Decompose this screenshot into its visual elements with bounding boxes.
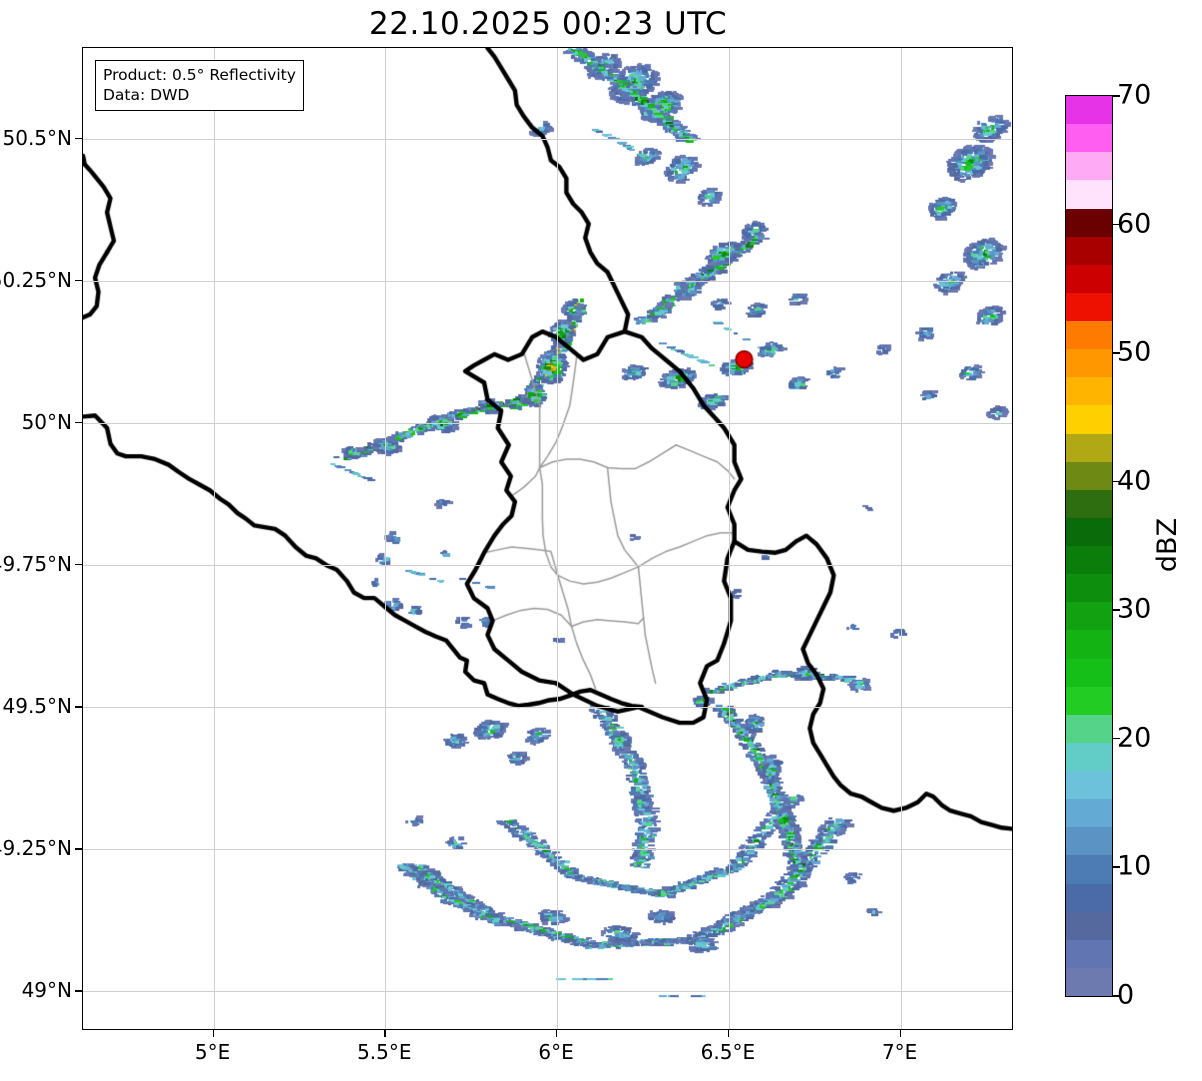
lat-tick-mark bbox=[75, 848, 82, 850]
colorbar-tick-mark bbox=[1112, 352, 1120, 354]
colorbar-band bbox=[1066, 686, 1112, 715]
gridline-lat bbox=[83, 991, 1012, 993]
lat-tick-mark bbox=[75, 706, 82, 708]
colorbar-band bbox=[1066, 799, 1112, 828]
colorbar-band bbox=[1066, 349, 1112, 378]
colorbar[interactable] bbox=[1065, 95, 1113, 997]
colorbar-band bbox=[1066, 546, 1112, 575]
colorbar-tick-mark bbox=[1112, 866, 1120, 869]
colorbar-band bbox=[1066, 405, 1112, 434]
colorbar-tick-label: 60 bbox=[1117, 208, 1152, 240]
colorbar-band bbox=[1066, 658, 1112, 687]
gridline-lat bbox=[83, 565, 1012, 567]
colorbar-band bbox=[1066, 602, 1112, 631]
gridline-lat bbox=[83, 707, 1012, 709]
colorbar-band bbox=[1066, 433, 1112, 462]
colorbar-tick-mark bbox=[1112, 995, 1120, 997]
colorbar-band bbox=[1066, 967, 1112, 996]
lon-tick-label: 6°E bbox=[538, 1040, 574, 1064]
colorbar-band bbox=[1066, 771, 1112, 800]
colorbar-band bbox=[1066, 855, 1112, 884]
lat-tick-mark bbox=[75, 990, 82, 992]
colorbar-tick-label: 20 bbox=[1117, 722, 1152, 754]
colorbar-band bbox=[1066, 714, 1112, 743]
colorbar-tick-label: 70 bbox=[1117, 79, 1152, 111]
colorbar-band bbox=[1066, 264, 1112, 293]
colorbar-label: dBZ bbox=[1152, 517, 1183, 573]
lat-tick-label: 50.5°N bbox=[2, 125, 73, 150]
lon-tick-label: 5°E bbox=[194, 1040, 231, 1064]
colorbar-tick-mark bbox=[1112, 609, 1120, 611]
colorbar-band bbox=[1066, 630, 1112, 659]
colorbar-tick-mark bbox=[1112, 737, 1120, 740]
gridline-lat bbox=[83, 849, 1012, 851]
colorbar-band bbox=[1066, 883, 1112, 912]
lat-tick-mark bbox=[75, 137, 82, 140]
colorbar-band bbox=[1066, 152, 1112, 181]
colorbar-band bbox=[1066, 911, 1112, 940]
gridline-lon bbox=[385, 48, 387, 1029]
lon-tick-mark bbox=[384, 1030, 386, 1037]
lon-tick-mark bbox=[899, 1030, 902, 1037]
lat-tick-mark bbox=[75, 564, 82, 566]
colorbar-band bbox=[1066, 292, 1112, 321]
lat-tick-label: 49.75°N bbox=[0, 552, 72, 577]
colorbar-band bbox=[1066, 461, 1112, 490]
colorbar-tick-mark bbox=[1112, 480, 1120, 483]
lon-tick-label: 6.5°E bbox=[700, 1040, 756, 1064]
lat-tick-label: 49°N bbox=[21, 978, 72, 1003]
colorbar-band bbox=[1066, 124, 1112, 153]
colorbar-tick-label: 50 bbox=[1117, 336, 1152, 368]
page-title: 22.10.2025 00:23 UTC bbox=[369, 6, 727, 42]
lat-tick-label: 50°N bbox=[21, 410, 72, 435]
colorbar-band bbox=[1066, 827, 1112, 856]
colorbar-band bbox=[1066, 96, 1112, 125]
colorbar-band bbox=[1066, 939, 1112, 968]
lon-tick-mark bbox=[727, 1030, 730, 1037]
lat-tick-mark bbox=[75, 422, 82, 424]
colorbar-tick-label: 10 bbox=[1117, 850, 1152, 882]
lon-tick-mark bbox=[212, 1030, 214, 1037]
colorbar-band bbox=[1066, 208, 1112, 237]
colorbar-band bbox=[1066, 517, 1112, 546]
lon-tick-label: 5.5°E bbox=[357, 1040, 412, 1064]
colorbar-tick-label: 30 bbox=[1117, 593, 1152, 625]
gridline-lat bbox=[83, 423, 1012, 425]
lat-tick-label: 50.25°N bbox=[0, 267, 72, 292]
lon-tick-label: 7°E bbox=[881, 1040, 918, 1064]
colorbar-tick-label: 40 bbox=[1117, 465, 1152, 497]
colorbar-band bbox=[1066, 742, 1112, 771]
radar-reflectivity-canvas[interactable] bbox=[83, 48, 1012, 1029]
gridline-lon bbox=[900, 48, 902, 1029]
gridline-lon bbox=[213, 48, 215, 1029]
colorbar-band bbox=[1066, 489, 1112, 518]
data-source-line: Data: DWD bbox=[103, 86, 190, 104]
gridline-lon bbox=[557, 48, 559, 1029]
colorbar-tick-mark bbox=[1112, 95, 1120, 97]
product-info-box: Product: 0.5° Reflectivity Data: DWD bbox=[95, 60, 304, 111]
lat-tick-label: 49.5°N bbox=[2, 694, 73, 719]
gridline-lat bbox=[83, 280, 1012, 282]
lon-tick-mark bbox=[556, 1030, 558, 1037]
lat-tick-mark bbox=[75, 279, 82, 282]
colorbar-band bbox=[1066, 180, 1112, 209]
product-line: Product: 0.5° Reflectivity bbox=[103, 66, 296, 84]
colorbar-band bbox=[1066, 377, 1112, 406]
gridline-lat bbox=[83, 138, 1012, 140]
colorbar-band bbox=[1066, 236, 1112, 265]
lat-tick-label: 49.25°N bbox=[0, 836, 72, 861]
colorbar-tick-label: 0 bbox=[1117, 979, 1135, 1011]
colorbar-band bbox=[1066, 574, 1112, 603]
colorbar-band bbox=[1066, 321, 1112, 350]
colorbar-tick-mark bbox=[1112, 223, 1120, 226]
gridline-lon bbox=[728, 48, 730, 1029]
radar-map-plot[interactable]: Product: 0.5° Reflectivity Data: DWD bbox=[82, 47, 1013, 1030]
